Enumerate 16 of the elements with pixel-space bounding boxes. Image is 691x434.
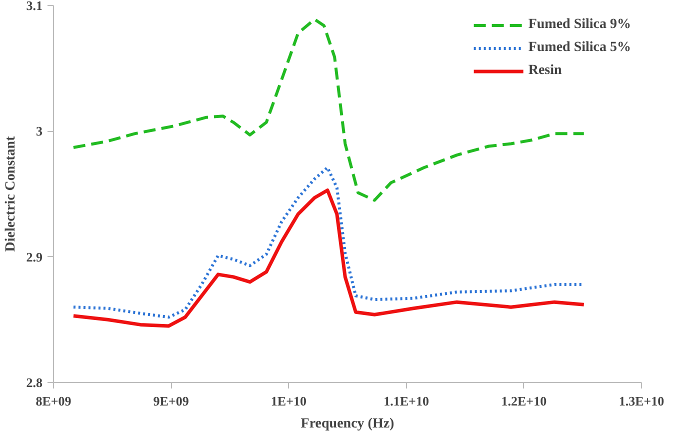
y-tick-label: 3.1 (26, 0, 42, 13)
x-tick-label: 1.1E+10 (384, 394, 429, 408)
x-tick-label: 1.3E+10 (618, 394, 664, 408)
y-tick-label: 3 (36, 124, 43, 139)
legend-label: Fumed Silica 5% (528, 40, 631, 56)
y-tick-label: 2.8 (26, 375, 43, 390)
x-axis-title: Frequency (Hz) (300, 416, 395, 432)
x-tick-label: 1.2E+10 (501, 394, 547, 408)
line-series (72, 188, 586, 328)
x-tick-label: 8E+09 (36, 394, 72, 408)
y-axis-title: Dielectric Constant (3, 136, 18, 252)
y-tick-label: 2.9 (26, 249, 43, 264)
x-tick-label: 9E+09 (153, 394, 190, 408)
x-tick-label: 1E+10 (270, 394, 307, 408)
legend-label: Resin (528, 63, 562, 79)
legend-label: Fumed Silica 9% (528, 17, 631, 33)
